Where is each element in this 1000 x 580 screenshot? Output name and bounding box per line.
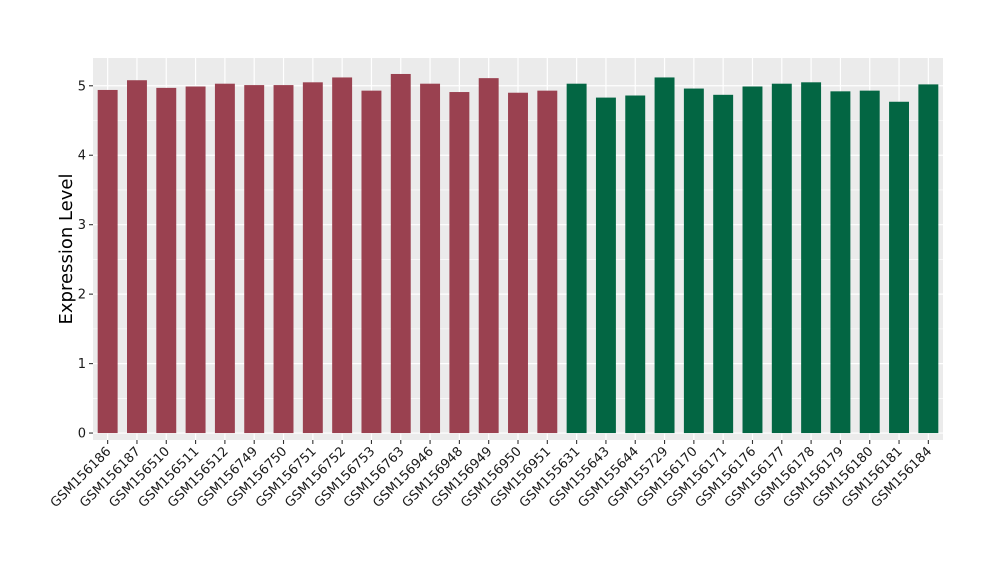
- bar-GSM156179: [830, 91, 851, 434]
- y-axis-title: Expression Level: [56, 174, 77, 325]
- bar-GSM156750: [273, 85, 294, 434]
- bar-GSM156180: [859, 90, 880, 434]
- bar-GSM156763: [390, 73, 411, 434]
- bars: [97, 73, 939, 434]
- bar-GSM156946: [420, 83, 441, 434]
- bar-GSM156170: [683, 88, 704, 434]
- bar-GSM156187: [127, 80, 147, 434]
- bar-GSM156186: [97, 89, 118, 434]
- y-tick-label: 5: [78, 79, 86, 94]
- bar-GSM156512: [214, 83, 235, 434]
- y-tick-label: 3: [78, 218, 86, 233]
- y-axis: 0 1 2 3 4 5: [78, 79, 93, 442]
- y-tick-label: 2: [78, 288, 86, 303]
- bar-GSM156177: [771, 83, 792, 434]
- x-axis: GSM156186GSM156187GSM156510GSM156511GSM1…: [48, 440, 935, 511]
- y-tick-label: 4: [78, 149, 86, 164]
- bar-GSM156510: [156, 87, 177, 434]
- bar-GSM155729: [654, 77, 675, 434]
- bar-GSM156171: [713, 94, 734, 434]
- y-tick-label: 1: [78, 357, 86, 372]
- bar-GSM156949: [478, 78, 499, 434]
- bar-GSM156181: [889, 101, 909, 434]
- y-tick-label: 0: [78, 427, 86, 442]
- bar-GSM156752: [332, 77, 353, 434]
- bar-GSM156753: [361, 90, 382, 434]
- bar-GSM156511: [185, 86, 206, 434]
- bar-GSM156948: [449, 92, 470, 434]
- bar-GSM156751: [302, 82, 323, 434]
- bar-GSM156749: [244, 85, 265, 434]
- bar-GSM155644: [625, 95, 646, 434]
- bar-GSM156176: [742, 86, 763, 434]
- bar-GSM155631: [566, 83, 587, 434]
- bar-GSM156950: [508, 92, 528, 434]
- bar-GSM156178: [801, 82, 822, 434]
- bar-GSM156951: [537, 90, 558, 434]
- bar-GSM156184: [918, 84, 939, 434]
- bar-GSM155643: [595, 97, 616, 434]
